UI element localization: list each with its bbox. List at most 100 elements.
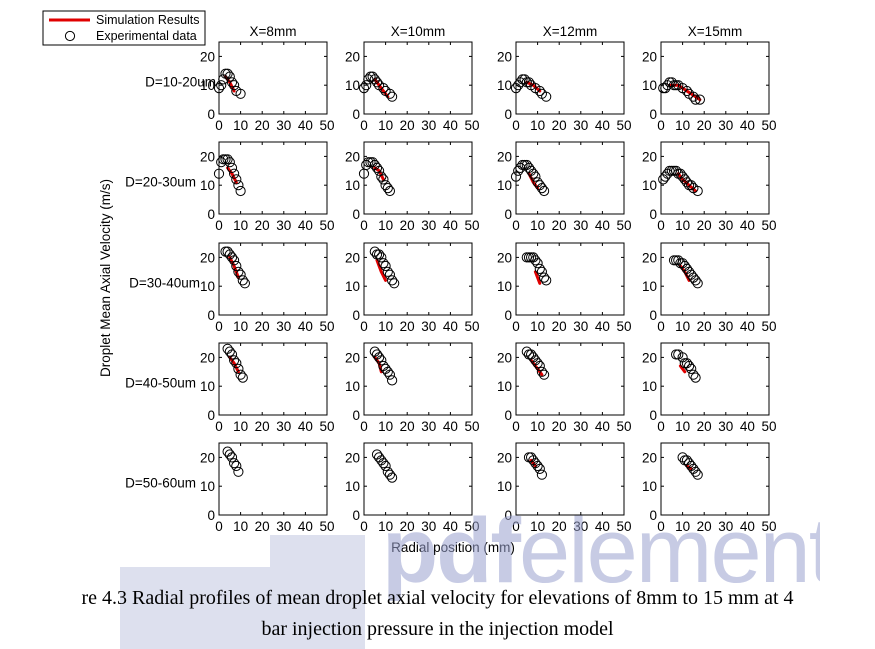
subplot-frame [218, 242, 328, 316]
experimental-point [536, 366, 548, 377]
x-tick-label: 50 [761, 419, 776, 434]
experimental-point [226, 162, 238, 173]
row-label: D=30-40um [129, 276, 200, 291]
experimental-point [382, 266, 393, 277]
subplot: 0 10 20 30 40 50 0 10 20 [497, 442, 632, 534]
x-tick-label: 10 [530, 218, 545, 233]
subplot: 0 10 20 30 40 50 0 10 20 [497, 242, 632, 334]
y-tick-label: 10 [642, 379, 657, 394]
experimental-point [226, 77, 238, 88]
row-label: D=50-60um [125, 476, 196, 491]
x-tick-label: 20 [400, 419, 415, 434]
y-tick-label: 20 [200, 49, 215, 64]
x-tick-label: 40 [595, 218, 610, 233]
experimental-point [380, 460, 391, 472]
experimental-point [233, 466, 244, 477]
x-tick-label: 30 [276, 319, 291, 334]
experimental-point [387, 375, 398, 386]
y-tick-label: 0 [649, 408, 657, 423]
x-tick-label: 10 [233, 419, 248, 434]
experimental-point [358, 83, 370, 94]
x-tick-label: 40 [740, 519, 755, 534]
experimental-point [536, 183, 548, 194]
x-tick-label: 50 [319, 218, 334, 233]
experimental-point [231, 260, 242, 272]
experimental-point [536, 266, 548, 277]
y-axis-label: Droplet Mean Axial Velocity (m/s) [98, 179, 113, 377]
x-tick-label: 50 [761, 519, 776, 534]
experimental-point [384, 185, 395, 197]
subplot: 0 10 20 30 40 50 0 10 20 [642, 242, 777, 334]
x-tick-label: 10 [378, 118, 393, 133]
subplot: 0 10 20 30 40 50 0 10 20 [497, 141, 632, 233]
x-tick-label: 30 [718, 118, 733, 133]
x-tick-label: 30 [573, 118, 588, 133]
x-tick-label: 20 [255, 319, 270, 334]
subplot-frame [660, 41, 770, 115]
y-tick-label: 20 [345, 450, 360, 465]
subplot: 0 10 20 30 40 50 0 10 20 [200, 342, 335, 434]
row-label: D=20-30um [125, 175, 196, 190]
x-tick-label: 0 [512, 118, 520, 133]
experimental-point [384, 469, 395, 480]
x-tick-label: 20 [697, 319, 712, 334]
column-header: X=8mm [250, 24, 297, 39]
legend-experimental-swatch [64, 30, 76, 42]
x-tick-label: 0 [215, 218, 223, 233]
y-tick-label: 0 [649, 207, 657, 222]
experimental-point [510, 171, 522, 182]
experimental-point [224, 157, 235, 168]
subplot-frame [363, 242, 473, 316]
experimental-point [692, 278, 703, 289]
y-tick-label: 20 [497, 250, 512, 265]
caption-line-2: bar injection pressure in the injection … [261, 618, 614, 640]
x-tick-label: 30 [276, 218, 291, 233]
experimental-point [688, 91, 699, 102]
experimental-point [229, 168, 240, 179]
experimental-point [536, 469, 548, 480]
x-tick-label: 0 [360, 319, 368, 334]
x-tick-label: 10 [233, 319, 248, 334]
x-tick-label: 0 [657, 319, 665, 334]
experimental-point [376, 171, 387, 182]
experimental-point [374, 165, 385, 176]
x-tick-label: 20 [697, 519, 712, 534]
x-axis-label: Radial position (mm) [391, 540, 515, 555]
legend-label-simulation: Simulation Results [96, 13, 200, 27]
x-tick-label: 30 [276, 419, 291, 434]
x-tick-label: 40 [298, 319, 313, 334]
experimental-point [534, 463, 545, 474]
y-tick-label: 20 [345, 350, 360, 365]
x-tick-label: 10 [233, 218, 248, 233]
x-tick-label: 10 [530, 319, 545, 334]
y-tick-label: 0 [649, 308, 657, 323]
subplot: 0 10 20 30 40 50 0 10 20 [642, 141, 777, 233]
x-tick-label: 10 [530, 419, 545, 434]
x-tick-label: 20 [697, 419, 712, 434]
experimental-point [233, 180, 244, 191]
subplot: 0 10 20 30 40 50 0 10 20 [345, 442, 480, 534]
experimental-point [530, 171, 541, 182]
x-tick-label: 10 [675, 319, 690, 334]
subplot-frame [218, 442, 328, 516]
y-tick-label: 0 [504, 207, 512, 222]
experimental-point [684, 360, 695, 372]
row-label: D=40-50um [125, 376, 196, 391]
subplot: 0 10 20 30 40 50 0 10 20 [200, 442, 335, 534]
y-tick-label: 20 [497, 149, 512, 164]
x-tick-label: 0 [512, 419, 520, 434]
y-tick-label: 10 [642, 479, 657, 494]
simulation-line [533, 270, 542, 285]
experimental-point [235, 369, 246, 380]
experimental-point [380, 260, 391, 272]
experimental-point [523, 77, 535, 88]
y-tick-label: 0 [649, 508, 657, 523]
simulation-line [525, 80, 542, 93]
x-tick-label: 30 [573, 519, 588, 534]
x-tick-label: 50 [616, 218, 631, 233]
x-tick-label: 40 [298, 519, 313, 534]
figure-caption: re 4.3 Radial profiles of mean droplet a… [0, 583, 875, 645]
x-tick-label: 30 [276, 519, 291, 534]
y-tick-label: 0 [352, 207, 360, 222]
y-tick-label: 10 [345, 479, 360, 494]
